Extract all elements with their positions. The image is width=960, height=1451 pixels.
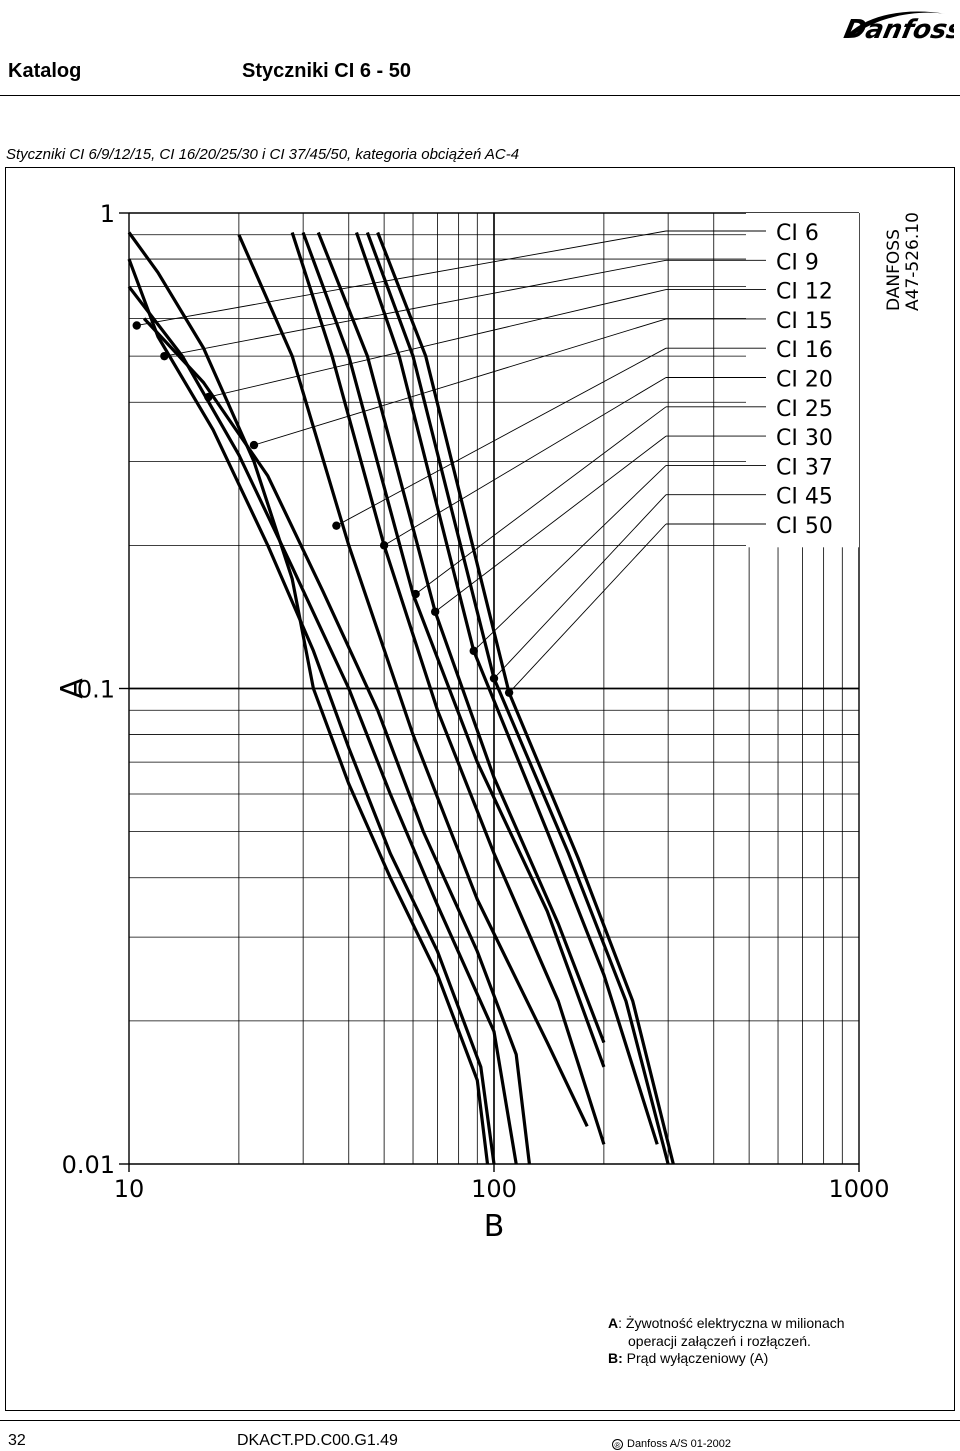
drawing-code-line: A47-526.10 <box>903 212 923 311</box>
legend-entry: CI 9 <box>776 250 819 275</box>
leader-line <box>336 347 667 527</box>
leader-line <box>473 465 667 652</box>
drawing-code-line: DANFOSS <box>884 229 904 311</box>
footer-divider <box>0 1420 960 1421</box>
series-line <box>127 285 518 1165</box>
series-line <box>127 231 490 1165</box>
section-title: Katalog <box>8 60 82 82</box>
series-marker <box>504 688 514 697</box>
document-code: DKACT.PD.C00.G1.49 <box>237 1432 398 1449</box>
leader-line <box>253 318 667 446</box>
leader-line <box>383 377 667 546</box>
header-divider <box>0 95 960 96</box>
leader-line <box>136 230 667 326</box>
series-line <box>354 231 659 1145</box>
series-marker <box>411 589 420 599</box>
leader-line <box>164 259 667 357</box>
series-line <box>316 231 606 1044</box>
note-b-line: B: Prąd wyłączeniowy (A) <box>608 1350 769 1366</box>
lifetime-chart: 10 100 1000 1 0.1 0.01 B A CI 6 CI 9 CI 12 CI 15 CI … <box>55 200 923 1244</box>
series-marker <box>132 321 141 330</box>
series-line <box>237 234 589 1127</box>
series-marker <box>160 351 169 361</box>
y-axis-label: A <box>55 678 90 699</box>
chart-caption: Styczniki CI 6/9/12/15, CI 16/20/25/30 i… <box>6 146 520 163</box>
series-line <box>365 231 670 1165</box>
legend-entry: CI 25 <box>776 397 833 422</box>
x-tick-label: 10 <box>114 1175 145 1203</box>
x-tick-label: 1000 <box>828 1175 889 1203</box>
axis-notes: A: Żywotność elektryczna w milionach ope… <box>608 1315 845 1368</box>
series-marker <box>249 440 259 450</box>
chart-frame: 10 100 1000 1 0.1 0.01 B A CI 6 CI 9 CI 12 CI 15 CI … <box>5 167 955 1411</box>
legend-entry: CI 6 <box>776 221 819 246</box>
legend-entry: CI 45 <box>776 485 833 510</box>
y-tick-label: 0.1 <box>77 676 115 704</box>
legend-entry: CI 30 <box>776 426 833 451</box>
legend-entry: CI 12 <box>776 280 833 305</box>
legend-background <box>746 213 859 548</box>
leader-line <box>508 523 667 693</box>
y-tick-label: 0.01 <box>62 1151 115 1179</box>
copyright: ® Danfoss A/S 01-2002 <box>612 1438 731 1450</box>
page-title: Styczniki CI 6 - 50 <box>242 60 411 82</box>
leader-line <box>493 494 667 679</box>
leader-line <box>415 406 667 595</box>
series-line <box>142 317 531 1165</box>
note-a-line-2: operacji załączeń i rozłączeń. <box>628 1332 811 1349</box>
brand-lettering: Danfoss <box>842 15 954 45</box>
danfoss-logo: Danfoss <box>842 11 954 45</box>
series-line <box>127 258 496 1165</box>
series-line <box>290 232 606 1145</box>
x-tick-label: 100 <box>471 1175 517 1203</box>
legend-entry: CI 16 <box>776 338 833 363</box>
note-a-line-1: A: Żywotność elektryczna w milionach <box>608 1315 845 1331</box>
legend-entry: CI 20 <box>776 368 833 393</box>
series-marker <box>204 392 213 402</box>
legend-entry: CI 50 <box>776 514 833 539</box>
series-marker <box>489 674 499 683</box>
series-line <box>376 231 675 1165</box>
series-marker <box>469 646 478 656</box>
legend-entry: CI 15 <box>776 309 833 334</box>
leader-line <box>208 289 667 398</box>
leader-line <box>434 435 667 613</box>
series-marker <box>332 521 341 530</box>
series-marker <box>379 541 389 550</box>
y-tick-label: 1 <box>100 200 115 228</box>
series-line <box>301 231 606 1068</box>
series-marker <box>430 607 440 616</box>
drawing-code: DANFOSS A47-526.10 <box>884 212 923 311</box>
x-axis-label: B <box>484 1209 505 1244</box>
page-number: 32 <box>8 1432 26 1449</box>
registered-icon: ® <box>612 1438 623 1450</box>
legend-entry: CI 37 <box>776 455 833 480</box>
